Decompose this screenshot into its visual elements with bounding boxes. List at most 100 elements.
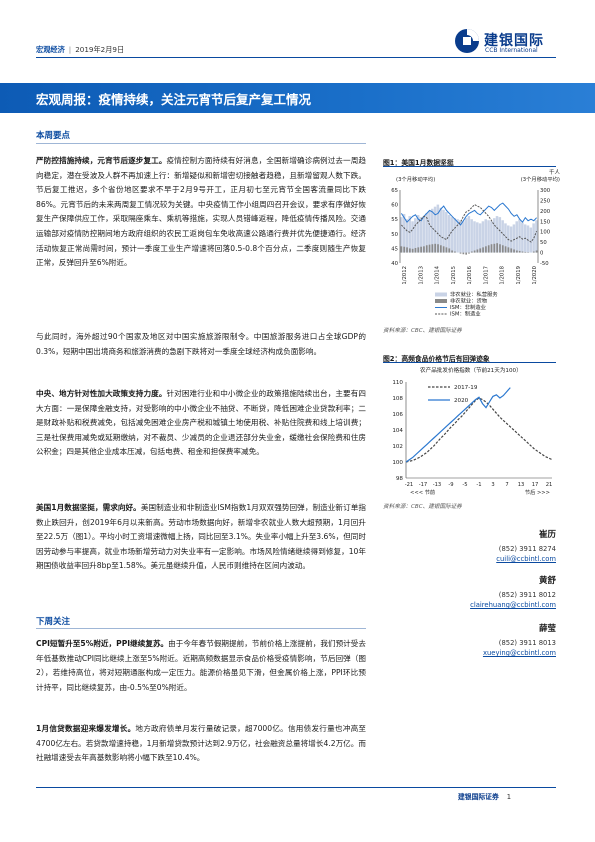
section-rule [36,628,366,629]
bar-services [408,216,411,253]
bar-goods [414,247,417,253]
x-axis-note-left: <<< 节前 [410,488,435,496]
right-tick-label: -50 [540,261,549,267]
bar-services [405,219,409,253]
bar-services [464,218,468,253]
bar-services [416,215,420,253]
bar-services [445,211,448,253]
legend-label: 2020 [454,398,469,404]
ccb-logo: 建银国际 CCB International [454,28,564,58]
x-tick-label: 13 [518,482,525,488]
analyst-block: 崔历 (852) 3911 8274 cuili@ccbintl.com [436,528,556,563]
bar-services [484,219,488,253]
bar-goods [510,248,513,253]
x-tick-label: 1/2016 [467,265,473,284]
y-tick-label: 102 [392,444,403,450]
legend-label: ISM：制造业 [450,310,481,318]
bar-services [504,223,507,253]
bar-services [433,206,437,253]
bar-goods [439,245,442,253]
y-tick-label: 108 [392,396,403,402]
bar-goods [445,247,448,253]
left-tick-label: 55 [391,217,398,223]
bar-services [487,220,490,253]
bar-services [521,222,524,253]
figure2-source: 资料来源：CBC、建银国际证券 [383,504,462,510]
analyst-name: 薛莹 [538,624,556,634]
ccb-logo-icon [455,29,479,53]
analyst-phone: (852) 3911 8012 [498,591,556,599]
x-tick-label: 1/2020 [532,265,538,284]
figure1-chart: 千人(3个月移动平均) (3个月移动平均)65605550454030025020… [391,168,560,318]
right-tick-label: 50 [540,240,547,246]
bar-goods [513,249,515,253]
y-tick-label: 106 [392,412,403,418]
logo-chinese: 建银国际 [484,33,544,49]
paragraph-credit: 1月信贷数据迎来爆发增长。地方政府债单月发行量破记录，超7000亿。信用债发行量… [36,722,366,766]
bar-services [481,221,485,253]
bar-services [450,217,454,253]
paragraph-epidemic: 严防控措施持续，元宵节后逐步复工。疫情控制方面持续有好消息，全国新增确诊病例过去… [36,154,366,271]
chart-subtitle: 农产品批发价格指数（节前21天为100） [420,366,522,374]
bar-goods [521,251,524,253]
bar-goods [479,248,482,253]
paragraph-us-data: 美国1月数据坚挺，需求向好。美国制造业和非制造业ISM指数1月双双强势回弹，制造… [36,501,366,574]
bar-services [400,217,403,253]
bar-services [501,220,504,253]
analyst-phone: (852) 3911 8274 [498,545,556,553]
paragraph-body: 美国制造业和非制造业ISM指数1月双双强势回弹，制造业新订单指数止跌回升，创20… [36,503,366,571]
bar-services [509,226,513,253]
bar-goods [504,246,507,253]
bar-goods [482,247,484,253]
bar-goods [423,246,425,253]
bar-goods [437,244,439,253]
analyst-email-link[interactable]: clairehuang@ccbintl.com [470,601,556,609]
analyst-name: 崔历 [538,530,556,540]
line-ism-manufacturing [401,203,538,243]
report-meta: 宏观经济 | 2019年2月9日 [36,45,124,55]
paragraph-policy: 中央、地方针对性加大政策支持力度。针对困难行业和中小微企业的政策措施陆续出台，主… [36,387,366,460]
footer-brand: 建银国际证券 [458,793,499,801]
legend-swatch [435,299,447,303]
bar-goods [406,247,408,253]
bar-goods [485,246,487,253]
paragraph-body: 疫情控制方面持续有好消息，全国新增确诊病例过去一周趋向稳定，潜在受波及人群不再加… [36,156,366,268]
logo-english: CCB International [485,47,538,54]
bar-goods [535,250,538,253]
y-tick-label: 100 [392,460,403,466]
paragraph-lead: CPI短暂升至5%附近，PPI继续复苏。 [36,639,169,648]
x-tick-label: 3 [491,482,494,488]
bar-goods [451,250,453,253]
x-tick-label: 1/2013 [418,266,424,285]
bar-goods [454,251,456,253]
analyst-email-link[interactable]: xueying@ccbintl.com [482,649,556,657]
bar-goods [507,247,510,253]
bar-goods [409,248,411,253]
x-tick-label: 1/2015 [451,266,457,285]
bar-services [459,220,462,253]
x-tick-label: -5 [462,482,467,488]
figure2-rule [383,362,556,363]
bar-services [518,219,521,253]
analyst-email-link[interactable]: cuili@ccbintl.com [496,555,556,563]
x-tick-label: -1 [476,482,481,488]
paragraph-cpi: CPI短暂升至5%附近，PPI继续复苏。由于今年春节假期提前，节前价格上涨提前，… [36,637,366,695]
section-heading-highlights: 本周要点 [36,131,71,141]
left-tick-label: 45 [391,246,398,252]
bar-services [414,218,417,253]
title-bar [0,83,595,113]
bar-goods [403,246,406,253]
bar-goods [532,251,535,253]
y-tick-label: 98 [396,476,404,482]
left-axis-label: (3个月移动平均) [396,175,435,183]
bar-goods [459,252,462,254]
bar-goods [487,245,490,253]
header-rule [36,57,556,58]
x-tick-label: 1/2018 [500,265,506,284]
bar-services [419,217,423,253]
bar-services [478,223,482,253]
page-number: 1 [506,793,512,801]
right-tick-label: 250 [540,198,551,204]
bar-services [430,208,434,253]
paragraph-body: 由于今年春节假期提前，节前价格上涨提前，我们预计受去年低基数推动CPI同比继续上… [36,639,366,692]
